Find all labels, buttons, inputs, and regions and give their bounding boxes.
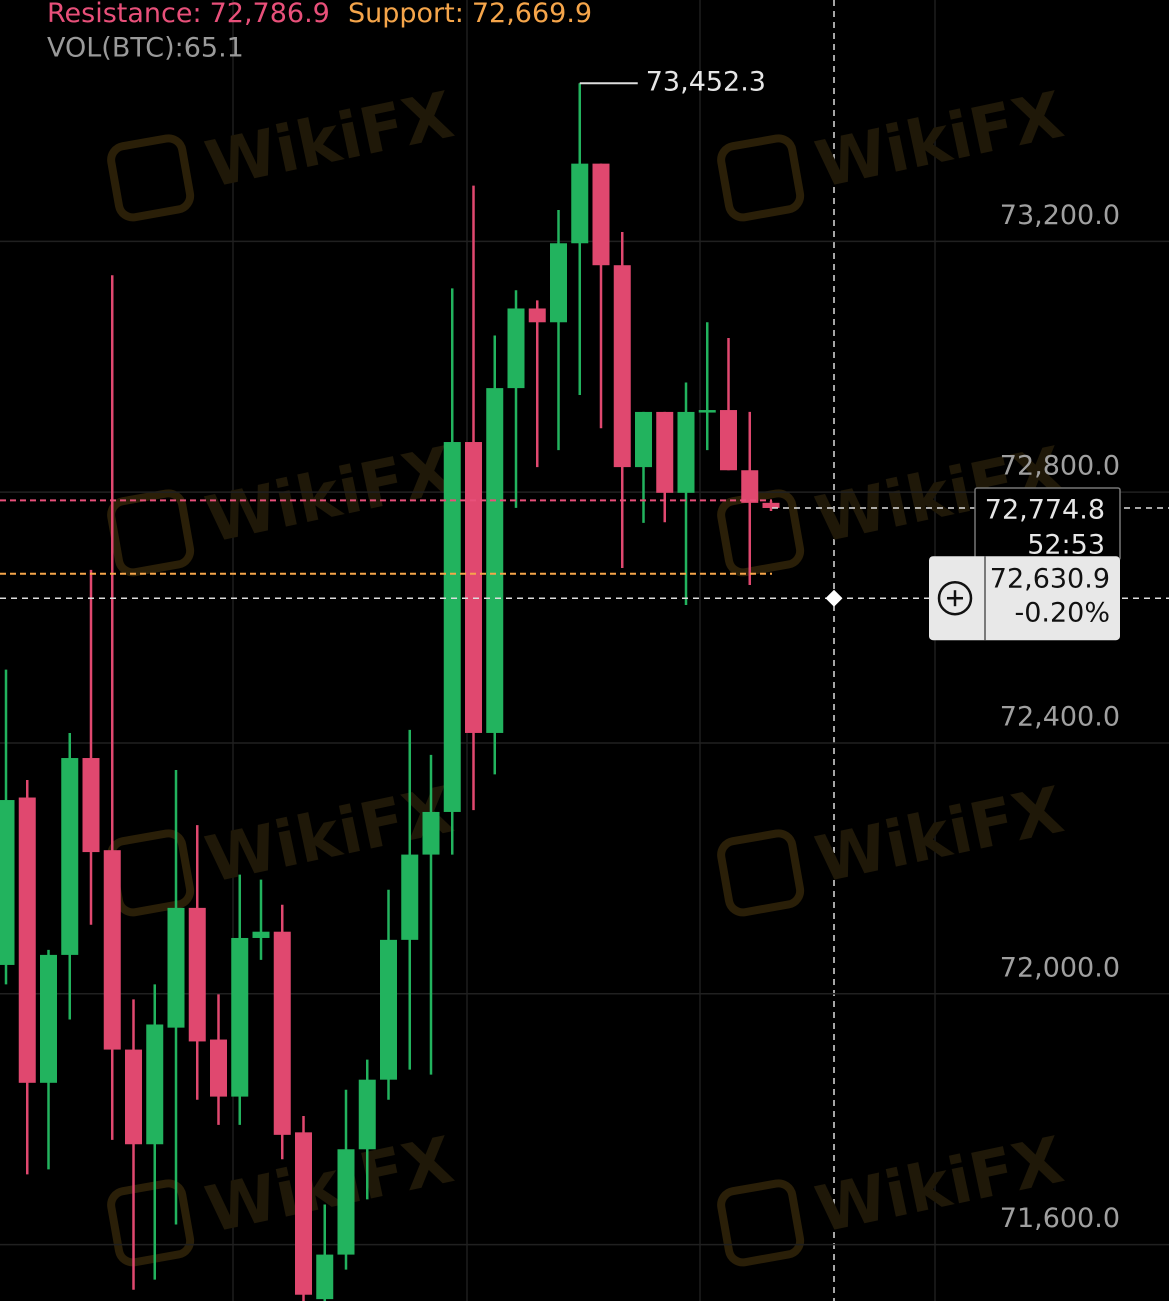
candle-body <box>720 410 737 471</box>
candle-body <box>18 797 36 1083</box>
candle-body <box>550 243 567 323</box>
candle-body <box>762 502 780 508</box>
legend-name: Support: <box>348 0 464 29</box>
candle-body <box>741 470 759 503</box>
watermark-logo <box>107 1179 195 1267</box>
candle-body <box>82 758 100 853</box>
candle-body <box>613 265 631 468</box>
candle-body <box>507 308 525 389</box>
candle-body <box>295 1132 312 1295</box>
candle-body <box>40 954 57 1083</box>
candle-body <box>61 758 79 955</box>
candle-body <box>0 800 15 965</box>
candle-body <box>125 1049 142 1145</box>
candle-body <box>592 163 610 266</box>
candle-body <box>273 931 291 1135</box>
candle-body <box>465 442 482 733</box>
candle-body <box>188 907 206 1042</box>
candle-body <box>358 1079 376 1150</box>
add-alert-icon <box>937 580 973 616</box>
candle-body <box>635 411 652 468</box>
candle-body <box>337 1149 355 1255</box>
grid: 71,600.0 72,000.0 72,400.0 72,800.0 73,200.0 <box>0 200 1169 1246</box>
crosshair-change: -0.20% <box>1014 598 1110 629</box>
legend-value: 72,786.9 <box>210 0 330 29</box>
candle-body <box>698 410 716 413</box>
crosshair-price: 72,630.9 <box>990 564 1110 595</box>
y-tick-label: 72,400.0 <box>1000 701 1120 732</box>
support-legend: Support: 72,669.9 <box>348 0 592 29</box>
y-tick-label: 72,000.0 <box>1000 952 1120 983</box>
candle-body <box>528 308 546 323</box>
crosshair-box <box>929 556 1120 641</box>
watermark-logo <box>717 1179 805 1267</box>
crosshair-dot <box>825 589 843 607</box>
countdown-label: 52:53 <box>1027 529 1105 560</box>
candles: 73,452.3 <box>0 67 780 1301</box>
resistance-legend: Resistance: 72,786.9 <box>47 0 330 29</box>
candle-body <box>443 442 461 812</box>
candle-body <box>252 931 270 938</box>
watermark-logo <box>107 134 195 222</box>
candle-body <box>571 163 589 244</box>
y-tick-label: 71,600.0 <box>1000 1203 1120 1234</box>
watermark-logo <box>107 489 195 577</box>
candle-body <box>401 854 419 940</box>
candle-body <box>103 850 121 1050</box>
high-label: 73,452.3 <box>646 67 766 98</box>
candle-body <box>316 1254 334 1300</box>
legend-value: 72,669.9 <box>472 0 592 29</box>
candle-body <box>656 411 674 493</box>
legend-name: Resistance: <box>47 0 202 29</box>
y-tick-label: 72,800.0 <box>1000 451 1120 482</box>
watermark-logo <box>717 829 805 917</box>
candle-body <box>422 811 440 855</box>
overlay: 72,774.8 52:53 72,630.9-0.20% <box>0 487 1169 641</box>
candle-body <box>167 907 185 1028</box>
watermark-logo <box>717 134 805 222</box>
volume-label: VOL(BTC):65.1 <box>47 33 244 64</box>
candle-body <box>231 937 249 1097</box>
candle-body <box>380 939 397 1080</box>
candle-body <box>677 411 695 493</box>
candle-body <box>210 1039 227 1097</box>
candle-body <box>146 1024 164 1145</box>
candle-body <box>486 388 504 733</box>
last-price-label: 72,774.8 <box>985 494 1105 525</box>
y-tick-label: 73,200.0 <box>1000 200 1120 231</box>
